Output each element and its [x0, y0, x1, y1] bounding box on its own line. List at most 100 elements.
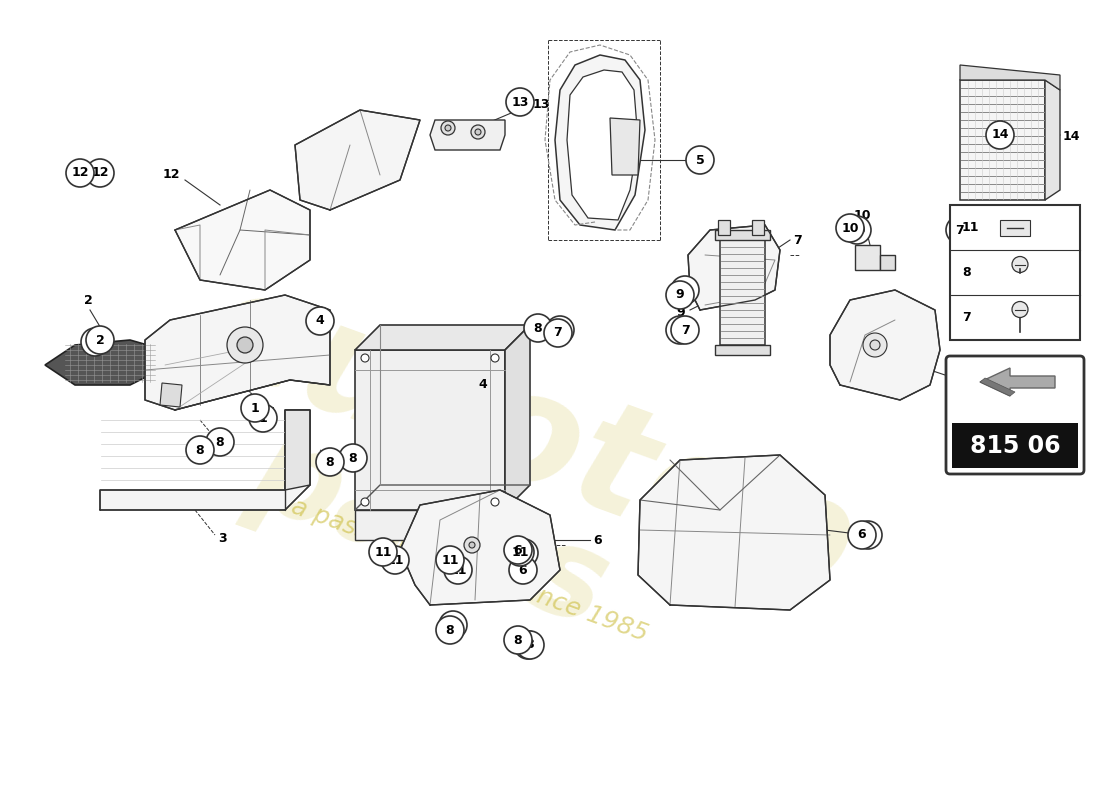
- Polygon shape: [610, 118, 640, 175]
- Circle shape: [864, 333, 887, 357]
- Circle shape: [249, 404, 277, 432]
- Circle shape: [836, 214, 864, 242]
- Circle shape: [475, 129, 481, 135]
- Circle shape: [439, 611, 468, 639]
- Circle shape: [236, 337, 253, 353]
- Circle shape: [504, 626, 532, 654]
- Circle shape: [1012, 257, 1028, 273]
- Circle shape: [671, 316, 698, 344]
- Circle shape: [506, 538, 534, 566]
- Circle shape: [241, 394, 270, 422]
- Polygon shape: [355, 325, 530, 350]
- Polygon shape: [715, 230, 770, 240]
- Text: 6: 6: [858, 529, 867, 542]
- Circle shape: [316, 448, 344, 476]
- Circle shape: [469, 542, 475, 548]
- Polygon shape: [145, 295, 330, 410]
- Text: 11: 11: [515, 546, 532, 559]
- Circle shape: [227, 327, 263, 363]
- Polygon shape: [638, 455, 830, 610]
- Circle shape: [491, 498, 499, 506]
- Polygon shape: [295, 110, 420, 210]
- Circle shape: [1012, 257, 1028, 273]
- Circle shape: [524, 314, 552, 342]
- Text: 1: 1: [251, 402, 260, 414]
- Text: 11: 11: [441, 554, 459, 566]
- Polygon shape: [720, 240, 764, 345]
- Polygon shape: [715, 345, 770, 355]
- Text: 10: 10: [848, 223, 866, 237]
- Polygon shape: [688, 225, 780, 310]
- Text: 8: 8: [446, 623, 454, 637]
- Text: 13: 13: [512, 95, 529, 109]
- FancyBboxPatch shape: [946, 356, 1084, 474]
- Text: 8: 8: [534, 322, 542, 334]
- Text: 6: 6: [868, 530, 877, 543]
- Text: 2: 2: [96, 334, 104, 346]
- Text: 9: 9: [675, 289, 684, 302]
- Circle shape: [339, 444, 367, 472]
- Text: eurotop: eurotop: [185, 254, 874, 626]
- Circle shape: [546, 316, 574, 344]
- Polygon shape: [556, 55, 645, 230]
- Polygon shape: [355, 510, 430, 540]
- Text: 7: 7: [553, 326, 562, 339]
- Polygon shape: [718, 220, 730, 235]
- Circle shape: [86, 159, 114, 187]
- Text: 12: 12: [72, 166, 89, 179]
- Polygon shape: [960, 65, 1060, 90]
- Polygon shape: [285, 410, 310, 490]
- Bar: [950, 205, 1080, 340]
- Polygon shape: [830, 290, 940, 400]
- Circle shape: [361, 354, 368, 362]
- Circle shape: [953, 216, 981, 244]
- Polygon shape: [980, 378, 1015, 396]
- Bar: [1000, 219, 1030, 235]
- Text: 11: 11: [449, 563, 466, 577]
- Text: 1: 1: [258, 411, 267, 425]
- Text: 7: 7: [793, 234, 802, 246]
- Circle shape: [446, 125, 451, 131]
- Text: 4: 4: [316, 314, 324, 327]
- Text: 8: 8: [514, 634, 522, 646]
- Text: 2: 2: [90, 335, 99, 349]
- Circle shape: [509, 556, 537, 584]
- Polygon shape: [566, 70, 638, 220]
- Text: 815 06: 815 06: [970, 434, 1060, 458]
- Polygon shape: [430, 510, 505, 540]
- Text: 8: 8: [216, 435, 224, 449]
- Circle shape: [686, 146, 714, 174]
- Circle shape: [870, 340, 880, 350]
- Circle shape: [986, 121, 1014, 149]
- Text: 8: 8: [675, 323, 684, 337]
- Circle shape: [436, 616, 464, 644]
- Polygon shape: [505, 325, 530, 510]
- Polygon shape: [960, 80, 1045, 200]
- Text: 8: 8: [524, 638, 532, 651]
- Polygon shape: [430, 120, 505, 150]
- Polygon shape: [160, 383, 182, 407]
- Text: 2: 2: [84, 294, 92, 307]
- Circle shape: [186, 436, 214, 464]
- Text: a passion for parts since 1985: a passion for parts since 1985: [288, 494, 651, 646]
- Text: 12: 12: [91, 166, 109, 179]
- Text: 7: 7: [681, 323, 690, 337]
- Circle shape: [381, 546, 409, 574]
- Bar: [952, 423, 1078, 468]
- Circle shape: [306, 307, 334, 335]
- Polygon shape: [1045, 80, 1060, 200]
- Text: 13: 13: [534, 98, 550, 111]
- Circle shape: [666, 316, 694, 344]
- Text: 5: 5: [695, 154, 704, 166]
- Circle shape: [81, 328, 109, 356]
- Text: 8: 8: [526, 638, 535, 651]
- Polygon shape: [45, 340, 165, 385]
- Text: parts: parts: [235, 410, 625, 650]
- Circle shape: [666, 281, 694, 309]
- Circle shape: [471, 125, 485, 139]
- Polygon shape: [100, 410, 310, 510]
- Circle shape: [506, 88, 534, 116]
- Text: 8: 8: [196, 443, 205, 457]
- Circle shape: [464, 537, 480, 553]
- Text: 7: 7: [962, 375, 971, 389]
